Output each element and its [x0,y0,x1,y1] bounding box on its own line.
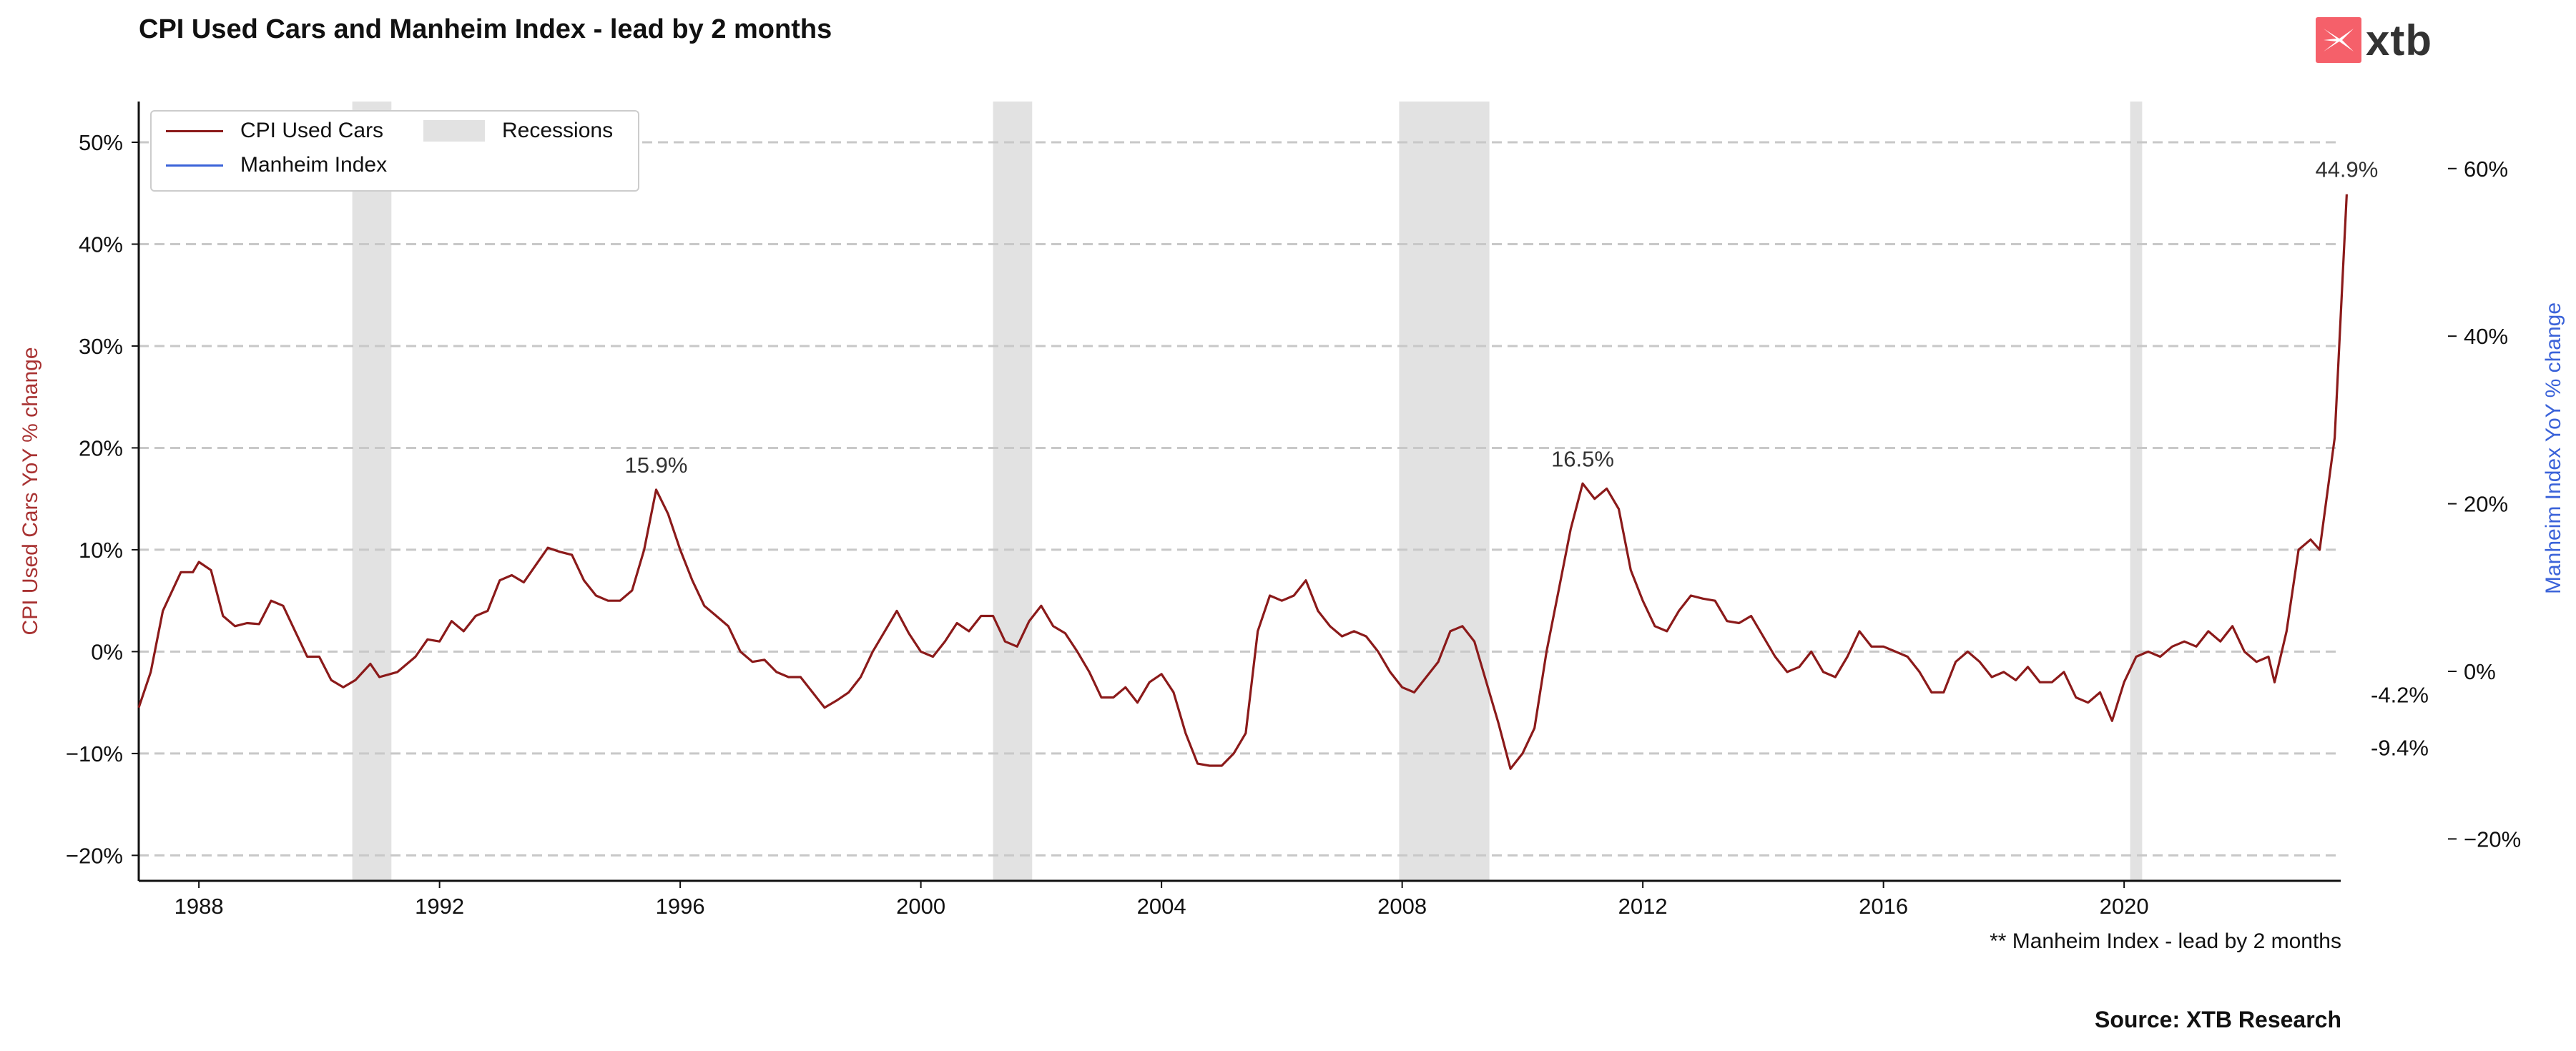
y-right-tick-label: 0% [2464,659,2496,684]
x-tick-label: 1988 [174,894,224,919]
y-left-tick-label: −20% [66,843,123,868]
annotation-last-cpi: -4.2% [2371,682,2429,707]
legend-line-manheim [166,164,223,167]
legend-label-cpi: CPI Used Cars [240,119,384,142]
y-left-tick-label: −10% [66,741,123,766]
annotation-peak-2021: 44.9% [2315,157,2378,182]
recession-band [1399,102,1490,881]
x-tick-label: 2016 [1859,894,1908,919]
legend-item-recessions: Recessions [423,119,613,143]
y-right-tick-label: −20% [2464,827,2521,852]
legend-label-recessions: Recessions [502,119,614,142]
x-tick-label: 2012 [1618,894,1668,919]
recession-band [352,102,392,881]
annotation-last-manheim: -9.4% [2371,735,2429,760]
recession-band [993,102,1033,881]
y-left-tick-label: 20% [79,435,123,460]
y-axis-right-label: Manheim Index YoY % change [2542,302,2565,594]
legend-line-cpi [166,129,223,132]
x-tick-label: 2004 [1137,894,1186,919]
y-left-tick-label: 50% [79,130,123,155]
y-right-tick-label: 60% [2464,157,2508,182]
y-right-tick-label: 40% [2464,324,2508,349]
legend-item-manheim: Manheim Index [166,153,387,177]
y-left-tick-label: 40% [79,232,123,257]
x-tick-label: 2008 [1377,894,1427,919]
x-tick-label: 1992 [415,894,464,919]
logo-text: xtb [2366,16,2432,64]
xtb-logo: xtb [2316,16,2432,64]
y-right-tick-label: 20% [2464,492,2508,517]
recession-band [2130,102,2143,881]
y-left-tick-label: 0% [91,639,123,664]
footnote: ** Manheim Index - lead by 2 months [1990,929,2341,953]
legend-item-cpi: CPI Used Cars [166,119,383,143]
y-axis-left-label: CPI Used Cars YoY % change [19,347,42,635]
legend: CPI Used Cars Manheim Index Recessions [150,110,639,192]
xtb-logo-icon [2316,17,2361,63]
chart-title: CPI Used Cars and Manheim Index - lead b… [139,14,832,44]
y-left-tick-label: 10% [79,538,123,563]
series-line-cpi [137,194,2348,770]
legend-label-manheim: Manheim Index [240,153,388,177]
source-label: Source: XTB Research [2094,1007,2341,1032]
legend-patch-recessions [423,120,485,142]
x-tick-label: 1996 [656,894,705,919]
x-tick-label: 2020 [2100,894,2149,919]
annotation-peak-1995: 15.9% [625,453,688,478]
y-left-tick-label: 30% [79,334,123,359]
x-tick-label: 2000 [896,894,945,919]
annotation-peak-2010: 16.5% [1551,446,1614,471]
